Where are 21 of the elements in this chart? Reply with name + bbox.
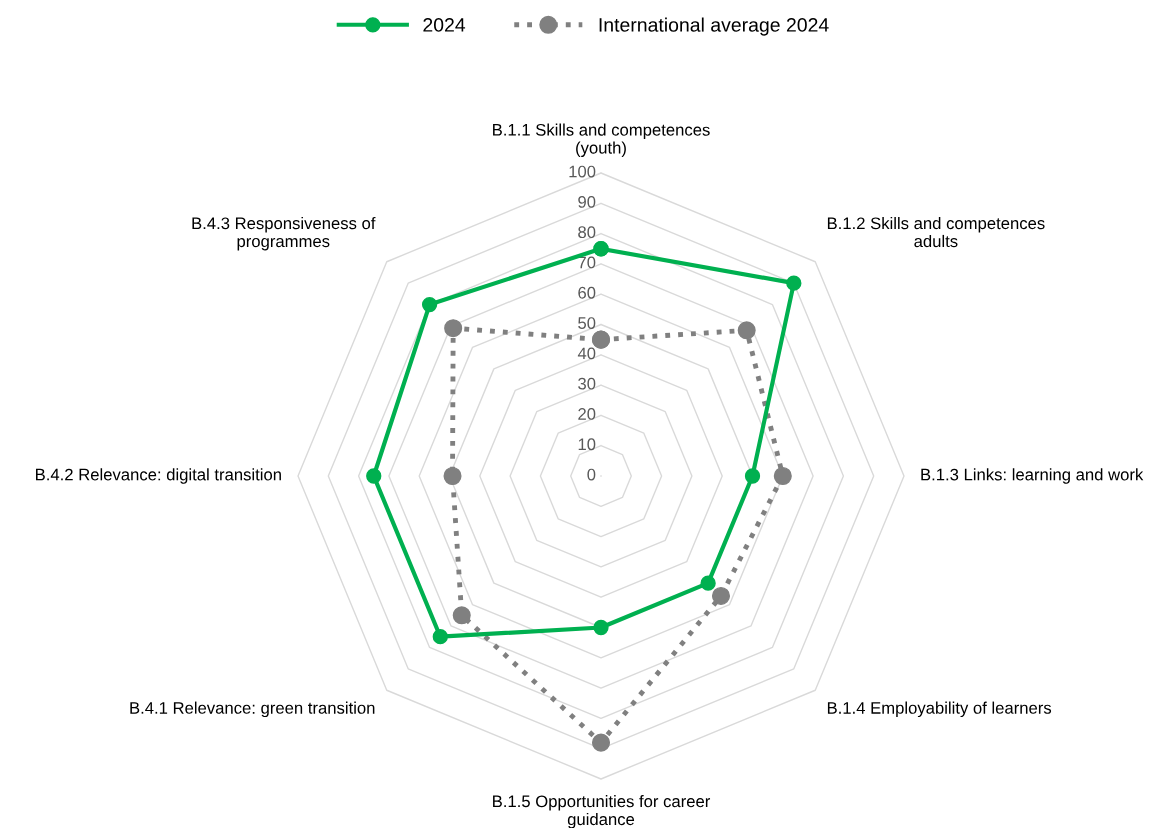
y-tick-label: 70 xyxy=(578,256,596,269)
y-tick-label: 0 xyxy=(587,468,596,481)
y-tick-label: 20 xyxy=(578,408,596,420)
legend-label: 2024 xyxy=(423,18,466,32)
y-tick-label: 90 xyxy=(578,195,596,208)
spoke-label: B.1.1 Skills and competences (youth) xyxy=(493,123,710,157)
y-tick-label: 30 xyxy=(578,377,596,390)
y-tick-label: 60 xyxy=(578,286,596,299)
spoke-label: B.4.2 Relevance: digital transition xyxy=(36,468,281,484)
y-tick-label: 40 xyxy=(577,347,596,360)
spoke-label: B.1.5 Opportunities for career guidance xyxy=(493,795,711,828)
legend-label: International average 2024 xyxy=(599,17,829,36)
y-tick-label: 100 xyxy=(569,165,596,178)
spoke-label: B.1.2 Skills and competences adults xyxy=(827,216,1045,248)
y-tick-label: 10 xyxy=(578,438,596,451)
spoke-label: B.4.1 Relevance: green transition xyxy=(130,701,375,718)
y-tick-label: 50 xyxy=(578,317,596,329)
y-tick-label: 80 xyxy=(578,226,596,239)
spoke-label: B.1.4 Employability of learners xyxy=(827,701,1052,718)
spoke-label: B.4.3 Responsiveness of programmes xyxy=(192,216,376,251)
spoke-label: B.1.3 Links: learning and work xyxy=(921,468,1144,484)
